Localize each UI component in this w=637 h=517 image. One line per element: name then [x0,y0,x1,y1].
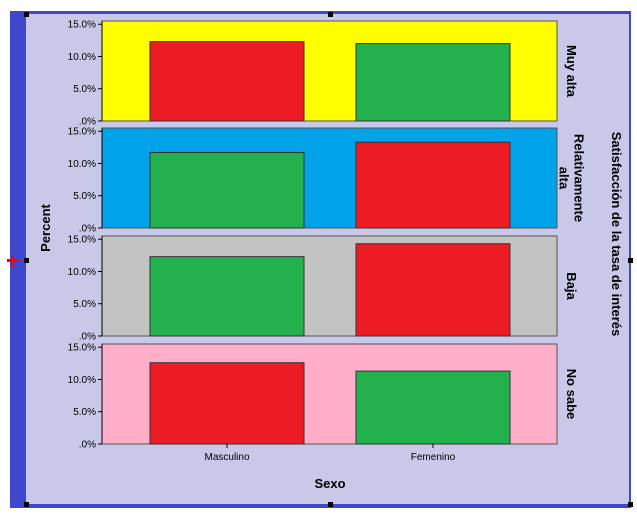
handle-bottom-right[interactable] [628,502,633,507]
panel-label: Relativamentealta [557,134,587,222]
y-tick-label: 5.0% [73,84,96,95]
y-tick-label: 15.0% [68,127,96,138]
facet-panel: .0% 5.0% 10.0% 15.0% No sabe [68,343,579,451]
bar[interactable] [149,362,305,445]
panel-label: Baja [564,272,579,300]
y-axis-title: Percent [38,203,53,251]
red-cross-marker[interactable] [7,255,19,267]
y-tick-label: 15.0% [68,20,96,31]
panel-label-line: Muy alta [564,45,579,98]
y-tick-label: 10.0% [68,375,96,386]
panel-label-line: Baja [564,272,579,300]
bar[interactable] [149,152,305,229]
handle-bottom-center[interactable] [328,502,333,507]
y-tick-label: 10.0% [68,159,96,170]
x-axis-title: Sexo [314,476,345,491]
handle-top-left[interactable] [24,12,29,17]
facet-panel: .0% 5.0% 10.0% 15.0% Baja [68,235,579,343]
y-tick-label: 5.0% [73,191,96,202]
x-tick-label: Femenino [411,452,456,463]
y-tick-label: 10.0% [68,52,96,63]
panel-label-line: alta [557,167,572,190]
bar[interactable] [355,243,511,337]
bar[interactable] [355,141,511,229]
y-tick-label: .0% [79,224,96,235]
y-tick-label: .0% [79,440,96,451]
panel-label: Muy alta [564,45,579,98]
bar[interactable] [149,41,305,122]
handle-left-middle[interactable] [24,258,29,263]
handle-right-middle[interactable] [628,258,633,263]
panel-label: No sabe [564,369,579,420]
y-tick-label: 15.0% [68,343,96,354]
facet-panel: .0% 5.0% 10.0% 15.0% Muy alta [68,20,579,128]
y-tick-label: 15.0% [68,235,96,246]
y-tick-label: .0% [79,117,96,128]
panel-label-line: No sabe [564,369,579,420]
bar[interactable] [355,43,511,122]
y-tick-label: 5.0% [73,299,96,310]
panel-label-line: Relativamente [572,134,587,222]
y-tick-label: .0% [79,332,96,343]
facet-panel: .0% 5.0% 10.0% 15.0% Relativamentealta [68,127,587,235]
handle-top-center[interactable] [328,12,333,17]
y-tick-label: 10.0% [68,267,96,278]
facet-title: Satisfacción de la tasa de interés [609,132,624,336]
panels-layer: .0% 5.0% 10.0% 15.0% Muy alta .0% 5.0% 10.0% 15.… [68,20,587,463]
x-tick-label: Masculino [204,452,249,463]
bar[interactable] [149,256,305,337]
handle-bottom-left[interactable] [24,502,29,507]
bar[interactable] [355,370,511,445]
y-tick-label: 5.0% [73,407,96,418]
